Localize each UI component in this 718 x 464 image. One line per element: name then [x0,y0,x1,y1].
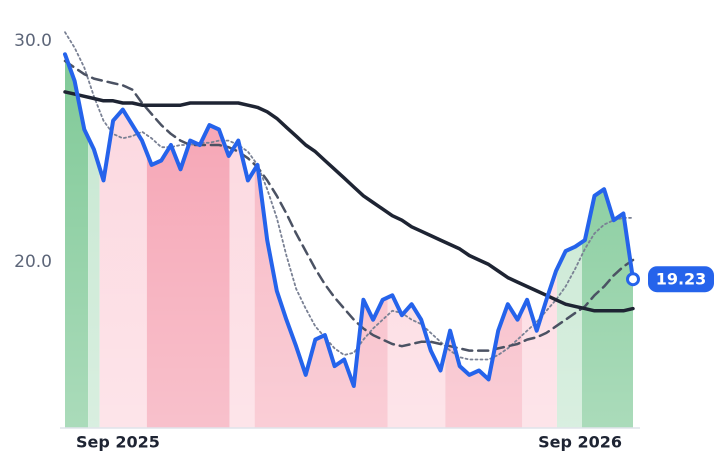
series-line [63,52,635,388]
x-tick-label: Sep 2025 [76,433,160,452]
y-tick-label: 20.0 [14,252,52,272]
series-line [63,90,635,313]
series-line [63,59,635,352]
x-tick-label: Sep 2026 [538,433,622,452]
value-label-box [648,266,714,293]
last-point [626,272,640,287]
value-label: 19.23 [656,270,707,289]
y-tick-label: 30.0 [14,31,52,51]
lines [63,31,635,388]
